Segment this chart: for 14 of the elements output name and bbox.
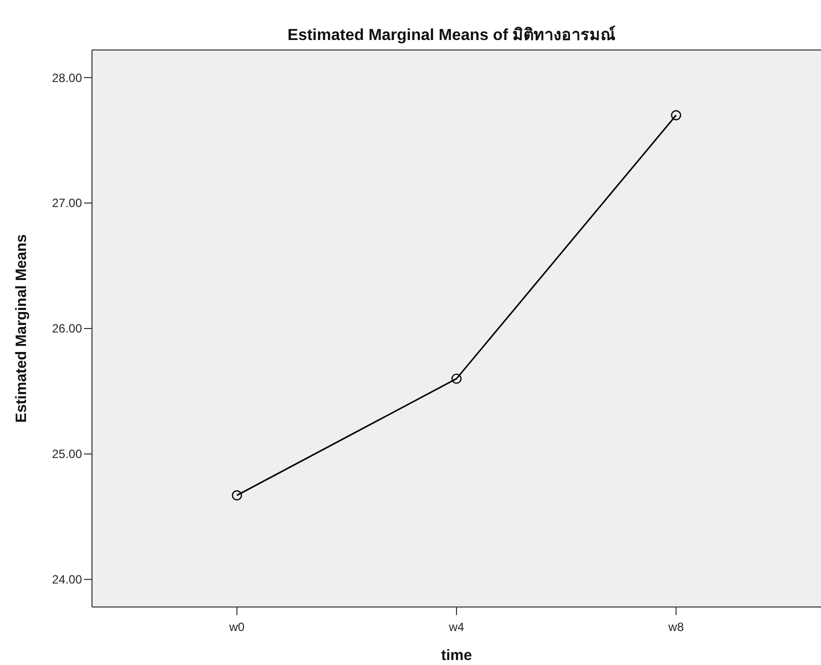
point: [232, 490, 242, 500]
y-tick-label: 24.00: [52, 572, 82, 587]
y-tick-label: 27.00: [52, 196, 82, 210]
chart-title: Estimated Marginal Means of มิติทางอารมณ์: [288, 25, 616, 44]
point: [670, 110, 682, 120]
x-tick-label: w4: [448, 620, 464, 634]
y-tick-label: 25.00: [52, 447, 82, 462]
x-tick-label: w8: [667, 620, 684, 634]
point: [451, 374, 462, 384]
y-tick-label: 26.00: [52, 322, 82, 336]
x-tick-label: w0: [228, 620, 245, 634]
y-tick-label: 28.00: [52, 70, 82, 85]
x-axis-title: time: [441, 647, 472, 664]
y-axis-title: Estimated Marginal Means: [13, 234, 30, 423]
